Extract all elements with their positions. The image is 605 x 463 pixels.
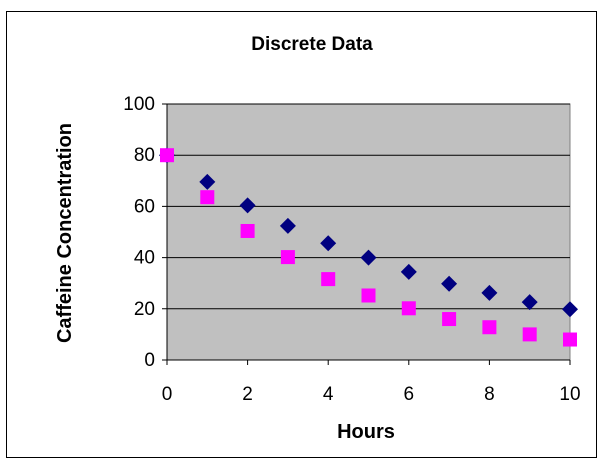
y-axis-ticks: 0 20 40 60 80 100: [123, 94, 155, 371]
series-1-point: [481, 284, 498, 301]
series-1-point: [279, 217, 296, 234]
y-tick-label: 20: [134, 299, 155, 320]
series-2-point: [361, 288, 376, 303]
y-tick-label: 0: [144, 350, 155, 371]
y-tick-label: 40: [134, 248, 155, 269]
x-tick-label: 6: [404, 384, 415, 405]
series-1-point: [441, 275, 458, 292]
plot-area: [166, 103, 571, 361]
chart-title: Discrete Data: [251, 34, 373, 55]
y-tick-label: 100: [123, 94, 155, 115]
y-tick-label: 80: [134, 145, 155, 166]
series-2-point: [200, 190, 215, 205]
x-axis-ticks: 0 2 4 6 8 10: [162, 360, 581, 405]
x-axis-title: Hours: [337, 421, 395, 443]
x-tick-label: 8: [484, 384, 495, 405]
series-2-point: [240, 223, 255, 238]
series-2-point: [482, 320, 497, 335]
series-2-point: [280, 250, 295, 265]
x-tick-label: 2: [242, 384, 253, 405]
y-tick-label: 60: [134, 196, 155, 217]
series-1-point: [320, 235, 337, 252]
data-markers: [159, 147, 578, 347]
x-tick-label: 0: [162, 384, 173, 405]
x-tick-label: 4: [323, 384, 334, 405]
x-tick-label: 10: [559, 384, 580, 405]
series-2-point: [442, 312, 457, 327]
series-2-point: [522, 327, 537, 342]
gridlines: [162, 103, 570, 365]
series-1-point: [521, 294, 538, 311]
series-1-point: [239, 197, 256, 214]
series-2-point: [321, 272, 336, 287]
series-1-point: [199, 173, 216, 190]
series-1-point: [400, 263, 417, 280]
series-2-point: [401, 301, 416, 316]
series-2-point: [160, 148, 174, 163]
series-1-point: [360, 249, 377, 266]
series-2-point: [563, 332, 577, 347]
series-1-point: [562, 301, 578, 318]
y-axis-title: Caffeine Concentration: [54, 123, 76, 343]
